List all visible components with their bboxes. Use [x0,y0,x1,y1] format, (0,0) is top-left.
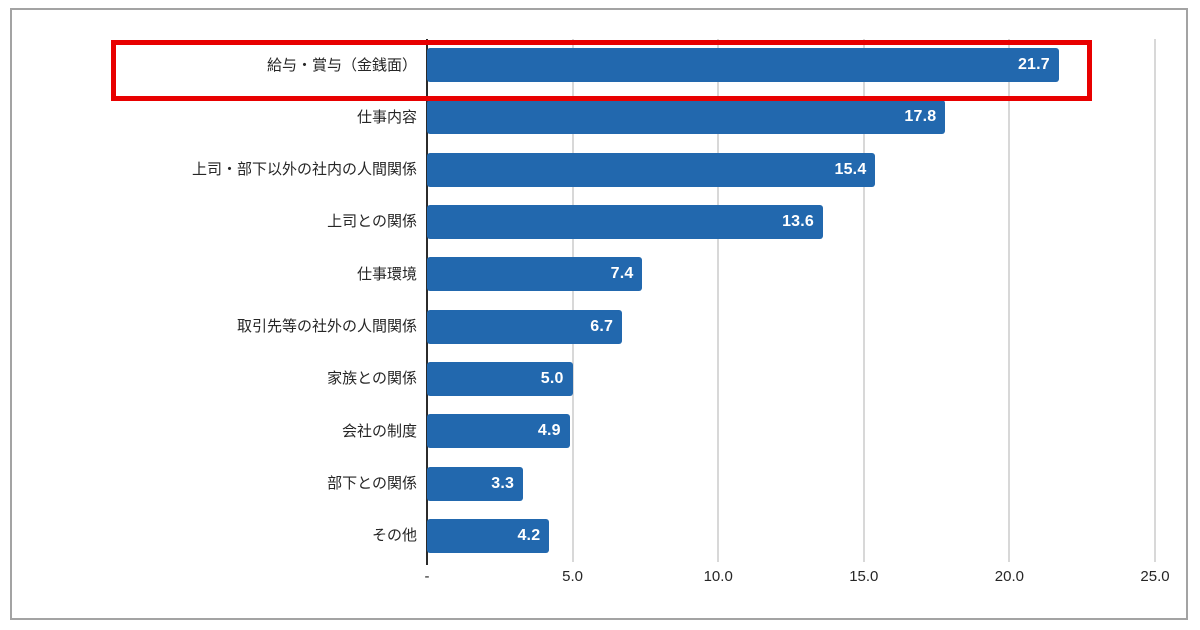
category-label: 部下との関係 [327,474,417,492]
category-label: 家族との関係 [327,370,417,388]
y-axis-line [426,39,428,565]
category-label: 上司との関係 [327,213,417,231]
x-axis-ticks: - 5.0 10.0 15.0 20.0 25.0 [424,568,1170,590]
gridline [717,39,720,562]
gridline [862,39,865,562]
bar-row: 5.0 [427,353,1155,405]
category-label: 上司・部下以外の社内の人間関係 [191,161,417,179]
x-tick-label: 25.0 [1140,568,1170,585]
value-label: 4.9 [537,422,561,440]
bar-row: 6.7 [427,300,1155,352]
category-label: 給与・賞与（金銭面） [266,56,417,74]
category-label: 仕事環境 [356,265,417,283]
bar: 13.6 [427,205,824,240]
value-label: 6.7 [590,317,614,335]
gridline [1008,39,1011,562]
bar: 7.4 [427,257,643,292]
bar: 15.4 [427,152,876,187]
category-labels: 給与・賞与（金銭面） 仕事内容上司・部下以外の社内の人間関係上司との関係仕事環境取… [20,39,417,562]
category-label: 仕事内容 [356,108,417,126]
value-label: 17.8 [904,108,937,126]
value-label: 7.4 [610,265,634,283]
bar-row: 13.6 [427,196,1155,248]
value-label: 13.6 [782,213,815,231]
bar: 4.9 [427,414,570,449]
bar-row: 17.8 [427,91,1155,143]
value-label: 3.3 [491,474,515,492]
bar-row: 4.9 [427,405,1155,457]
plot-area: 21.7 17.8 15.4 13.6 7.4 6.7 5.0 4.9 3.3 4.2 [426,39,1156,565]
bar: 5.0 [427,361,573,396]
bar-row: 21.7 [427,39,1155,91]
x-tick-label: - [424,568,430,585]
value-label: 21.7 [1017,56,1050,74]
bar-row: 15.4 [427,144,1155,196]
category-label: その他 [371,527,417,545]
bar-row: 7.4 [427,248,1155,300]
bar-row: 3.3 [427,457,1155,509]
x-tick-label: 20.0 [994,568,1024,585]
bar: 17.8 [427,100,946,135]
category-label: 会社の制度 [341,422,417,440]
bar-row: 4.2 [427,510,1155,562]
x-tick-label: 10.0 [703,568,733,585]
bar-rows: 21.7 17.8 15.4 13.6 7.4 6.7 5.0 4.9 3.3 4.2 [427,39,1155,562]
gridline [1154,39,1156,562]
x-tick-label: 15.0 [849,568,879,585]
value-label: 4.2 [517,526,541,544]
bar: 6.7 [427,309,623,344]
value-label: 5.0 [540,369,564,387]
gridline [571,39,574,562]
x-tick-label: 5.0 [562,568,584,585]
category-label: 取引先等の社外の人間関係 [236,318,417,335]
bar: 3.3 [427,466,524,501]
value-label: 15.4 [834,160,867,178]
bar: 4.2 [427,518,550,553]
bar: 21.7 [427,48,1059,83]
